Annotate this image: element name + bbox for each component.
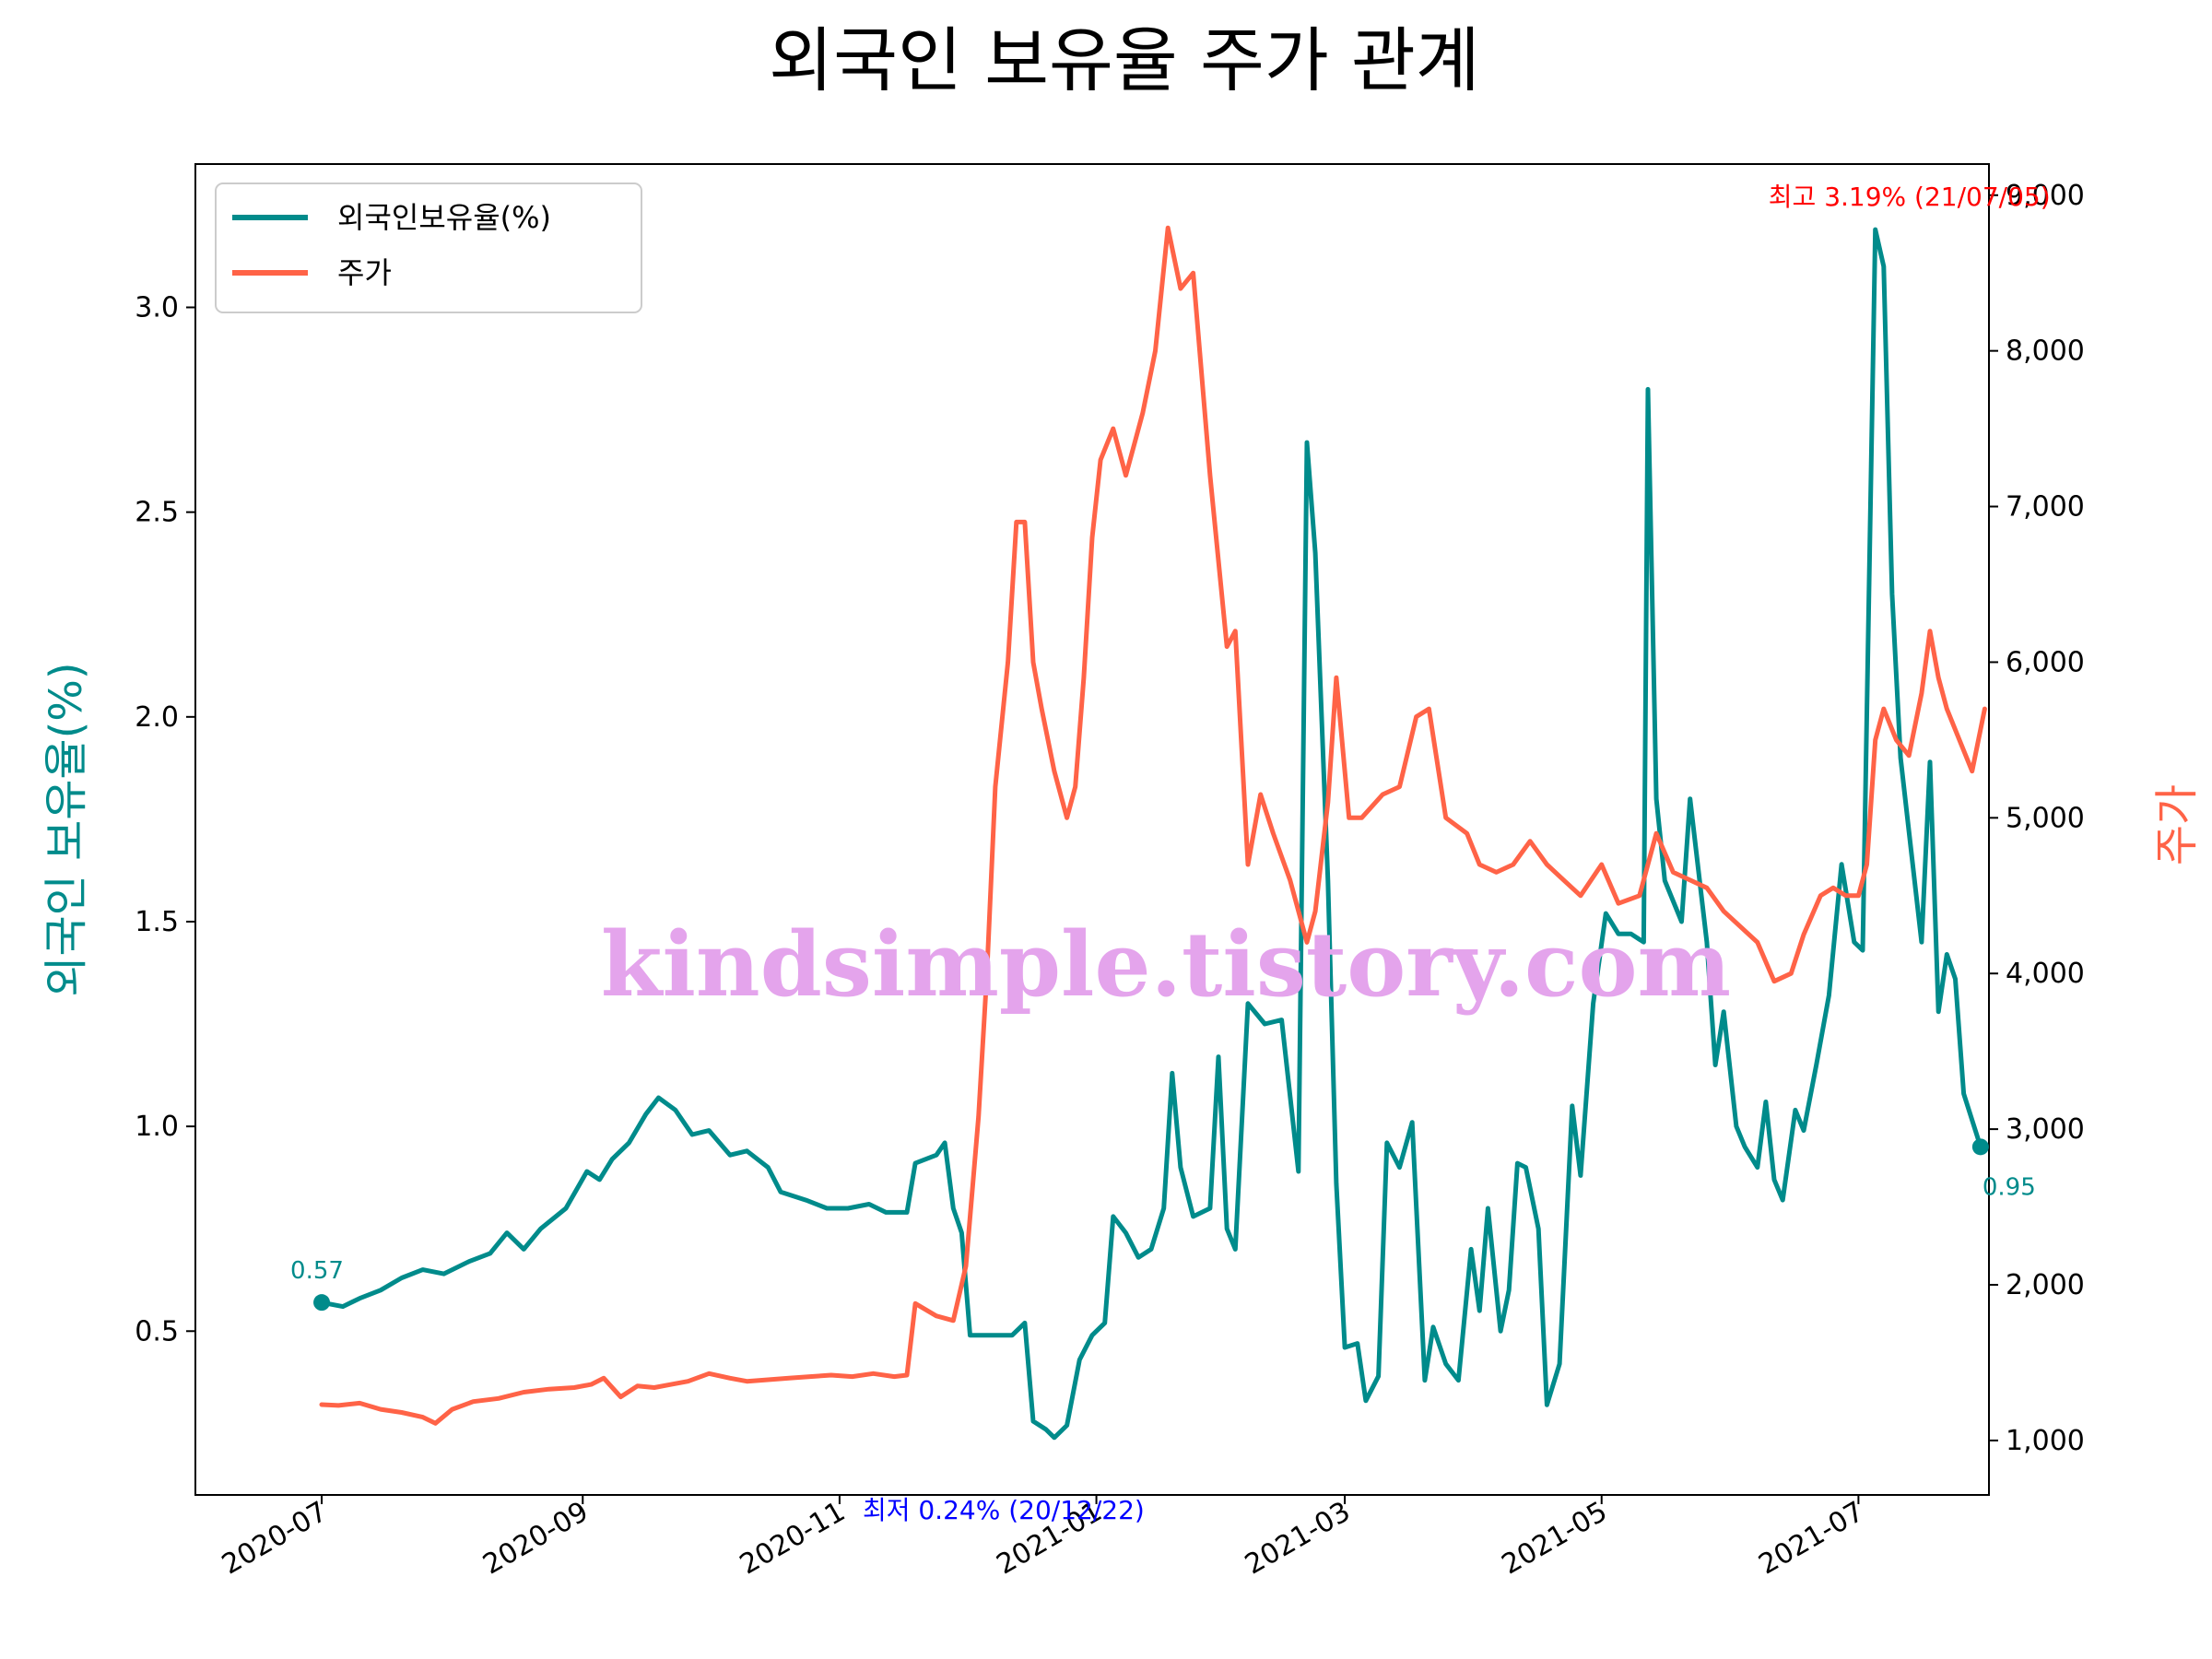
- x-tick-label: 2021-05: [1497, 1496, 1613, 1582]
- y-right-tick-label: 1,000: [2006, 1425, 2085, 1457]
- y-right-tick-label: 7,000: [2006, 491, 2085, 524]
- x-tick-label: 2020-09: [477, 1496, 594, 1582]
- max-annotation: 최고 3.19% (21/07/05): [1769, 182, 2051, 212]
- y-right-tick-label: 5,000: [2006, 802, 2085, 834]
- start-point-marker: [313, 1294, 331, 1312]
- legend-label-price: 주가: [337, 255, 392, 290]
- plot-area: [195, 164, 1989, 1495]
- x-tick-label: 2021-07: [1753, 1496, 1869, 1582]
- y-axis-label-right: 주가: [2151, 784, 2203, 865]
- watermark: kindsimple.tistory.com: [601, 912, 1731, 1017]
- end-point-marker: [1971, 1138, 1989, 1156]
- series-layer: [319, 225, 1987, 1441]
- plot-background: [195, 164, 1989, 1495]
- x-tick-label: 2021-03: [1240, 1496, 1356, 1582]
- end-point-label: 0.95: [1983, 1173, 2036, 1201]
- y-axis-label-left: 외국인 보유율(%): [41, 662, 92, 996]
- y-left-tick-label: 3.0: [135, 292, 179, 324]
- y-left-tick-label: 1.0: [135, 1111, 179, 1143]
- holding-series-line: [319, 227, 1983, 1441]
- legend-label-holding: 외국인보유율(%): [337, 200, 551, 235]
- annotations: 최고 3.19% (21/07/05) 최저 0.24% (20/12/22) 0.…: [290, 182, 2051, 1525]
- x-tick-label: 2020-11: [735, 1496, 851, 1582]
- y-right-tick-label: 9,000: [2006, 180, 2085, 212]
- legend-box: [215, 182, 642, 313]
- y-right-tick-label: 2,000: [2006, 1269, 2085, 1301]
- plot-frame: [194, 163, 1990, 1496]
- y-right-tick-label: 4,000: [2006, 958, 2085, 990]
- y-left-tick-label: 0.5: [135, 1315, 179, 1347]
- y-left-tick-label: 1.5: [135, 906, 179, 938]
- legend: 외국인보유율(%) 주가: [215, 182, 642, 313]
- chart-title: 외국인 보유율 주가 관계: [769, 19, 1480, 101]
- y-left-tick-label: 2.0: [135, 701, 179, 734]
- price-series-line: [319, 225, 1987, 1426]
- min-annotation: 최저 0.24% (20/12/22): [863, 1495, 1145, 1525]
- y-right-tick-label: 6,000: [2006, 646, 2085, 678]
- start-point-label: 0.57: [290, 1257, 344, 1285]
- y-right-tick-label: 3,000: [2006, 1113, 2085, 1146]
- y-right-tick-label: 8,000: [2006, 335, 2085, 368]
- y-left-tick-label: 2.5: [135, 497, 179, 529]
- x-tick-label: 2020-07: [217, 1496, 333, 1582]
